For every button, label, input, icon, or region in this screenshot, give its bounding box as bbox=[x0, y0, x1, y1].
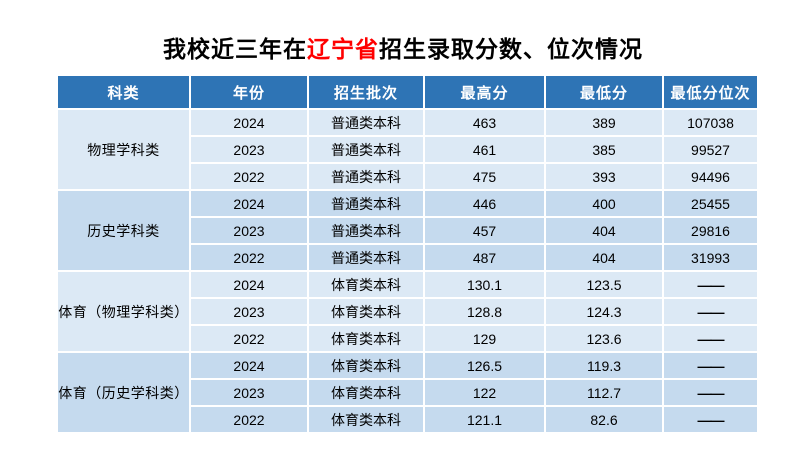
table-row: 体育（物理学科类） 2024 体育类本科 130.1 123.5 —— bbox=[57, 271, 758, 352]
max-score-cell: 463 bbox=[424, 109, 545, 136]
year-cell: 2022 bbox=[190, 163, 308, 190]
year-cell: 2024 bbox=[190, 190, 308, 217]
table-row: 2023 体育类本科 122 112.7 —— bbox=[57, 379, 758, 406]
category-cell: 体育（历史学科类） bbox=[57, 352, 190, 433]
min-score-cell: 123.5 bbox=[545, 271, 663, 298]
batch-cell: 普通类本科 bbox=[308, 109, 424, 136]
table-row: 2023 普通类本科 457 404 29816 bbox=[57, 217, 758, 244]
table-row: 体育（历史学科类） 2024 体育类本科 126.5 119.3 —— bbox=[57, 352, 758, 433]
table-row: 2022 体育类本科 129 123.6 —— bbox=[57, 325, 758, 352]
min-rank-cell: —— bbox=[663, 271, 758, 298]
max-score-cell: 121.1 bbox=[424, 406, 545, 433]
batch-cell: 普通类本科 bbox=[308, 244, 424, 271]
min-score-cell: 404 bbox=[545, 244, 663, 271]
min-rank-cell: 94496 bbox=[663, 163, 758, 190]
min-score-cell: 82.6 bbox=[545, 406, 663, 433]
min-rank-cell: —— bbox=[663, 406, 758, 433]
table-row: 2022 体育类本科 121.1 82.6 —— bbox=[57, 406, 758, 433]
page-title: 我校近三年在辽宁省招生录取分数、位次情况 bbox=[0, 30, 806, 64]
table-row: 2022 普通类本科 475 393 94496 bbox=[57, 163, 758, 190]
max-score-cell: 130.1 bbox=[424, 271, 545, 298]
table-body: 物理学科类 2024 普通类本科 463 389 107038 2023 普通类本科 461 38… bbox=[57, 109, 758, 433]
year-cell: 2023 bbox=[190, 217, 308, 244]
min-score-cell: 119.3 bbox=[545, 352, 663, 379]
max-score-cell: 475 bbox=[424, 163, 545, 190]
batch-cell: 普通类本科 bbox=[308, 217, 424, 244]
category-cell: 体育（物理学科类） bbox=[57, 271, 190, 352]
min-score-cell: 389 bbox=[545, 109, 663, 136]
year-cell: 2023 bbox=[190, 379, 308, 406]
batch-cell: 体育类本科 bbox=[308, 271, 424, 298]
header-row: 科类 年份 招生批次 最高分 最低分 最低分位次 bbox=[57, 75, 758, 109]
min-rank-cell: 99527 bbox=[663, 136, 758, 163]
batch-cell: 普通类本科 bbox=[308, 163, 424, 190]
min-score-cell: 124.3 bbox=[545, 298, 663, 325]
max-score-cell: 129 bbox=[424, 325, 545, 352]
year-cell: 2024 bbox=[190, 109, 308, 136]
min-rank-cell: —— bbox=[663, 325, 758, 352]
column-header: 科类 bbox=[57, 75, 190, 109]
batch-cell: 体育类本科 bbox=[308, 298, 424, 325]
batch-cell: 体育类本科 bbox=[308, 352, 424, 379]
year-cell: 2022 bbox=[190, 244, 308, 271]
table-row: 历史学科类 2024 普通类本科 446 400 25455 bbox=[57, 190, 758, 271]
max-score-cell: 126.5 bbox=[424, 352, 545, 379]
max-score-cell: 457 bbox=[424, 217, 545, 244]
column-header: 招生批次 bbox=[308, 75, 424, 109]
max-score-cell: 122 bbox=[424, 379, 545, 406]
batch-cell: 体育类本科 bbox=[308, 379, 424, 406]
min-rank-cell: —— bbox=[663, 352, 758, 379]
title-suffix: 招生录取分数、位次情况 bbox=[379, 36, 643, 62]
max-score-cell: 128.8 bbox=[424, 298, 545, 325]
table-row: 物理学科类 2024 普通类本科 463 389 107038 bbox=[57, 109, 758, 190]
column-header: 最高分 bbox=[424, 75, 545, 109]
min-rank-cell: 25455 bbox=[663, 190, 758, 217]
min-score-cell: 385 bbox=[545, 136, 663, 163]
table-row: 2022 普通类本科 487 404 31993 bbox=[57, 244, 758, 271]
column-header: 年份 bbox=[190, 75, 308, 109]
year-cell: 2024 bbox=[190, 271, 308, 298]
year-cell: 2024 bbox=[190, 352, 308, 379]
min-score-cell: 400 bbox=[545, 190, 663, 217]
max-score-cell: 487 bbox=[424, 244, 545, 271]
title-highlight: 辽宁省 bbox=[307, 36, 379, 62]
min-rank-cell: —— bbox=[663, 379, 758, 406]
batch-cell: 普通类本科 bbox=[308, 136, 424, 163]
column-header: 最低分 bbox=[545, 75, 663, 109]
min-score-cell: 112.7 bbox=[545, 379, 663, 406]
min-rank-cell: —— bbox=[663, 298, 758, 325]
category-cell: 历史学科类 bbox=[57, 190, 190, 271]
year-cell: 2023 bbox=[190, 298, 308, 325]
batch-cell: 体育类本科 bbox=[308, 325, 424, 352]
table-row: 2023 体育类本科 128.8 124.3 —— bbox=[57, 298, 758, 325]
title-prefix: 我校近三年在 bbox=[163, 36, 307, 62]
min-rank-cell: 29816 bbox=[663, 217, 758, 244]
min-rank-cell: 107038 bbox=[663, 109, 758, 136]
min-rank-cell: 31993 bbox=[663, 244, 758, 271]
batch-cell: 体育类本科 bbox=[308, 406, 424, 433]
min-score-cell: 123.6 bbox=[545, 325, 663, 352]
admissions-table: 科类 年份 招生批次 最高分 最低分 最低分位次 物理学科类 2024 普通类本科 463 389… bbox=[57, 75, 758, 433]
max-score-cell: 446 bbox=[424, 190, 545, 217]
max-score-cell: 461 bbox=[424, 136, 545, 163]
year-cell: 2022 bbox=[190, 406, 308, 433]
min-score-cell: 393 bbox=[545, 163, 663, 190]
year-cell: 2023 bbox=[190, 136, 308, 163]
year-cell: 2022 bbox=[190, 325, 308, 352]
category-cell: 物理学科类 bbox=[57, 109, 190, 190]
batch-cell: 普通类本科 bbox=[308, 190, 424, 217]
column-header: 最低分位次 bbox=[663, 75, 758, 109]
min-score-cell: 404 bbox=[545, 217, 663, 244]
table-row: 2023 普通类本科 461 385 99527 bbox=[57, 136, 758, 163]
